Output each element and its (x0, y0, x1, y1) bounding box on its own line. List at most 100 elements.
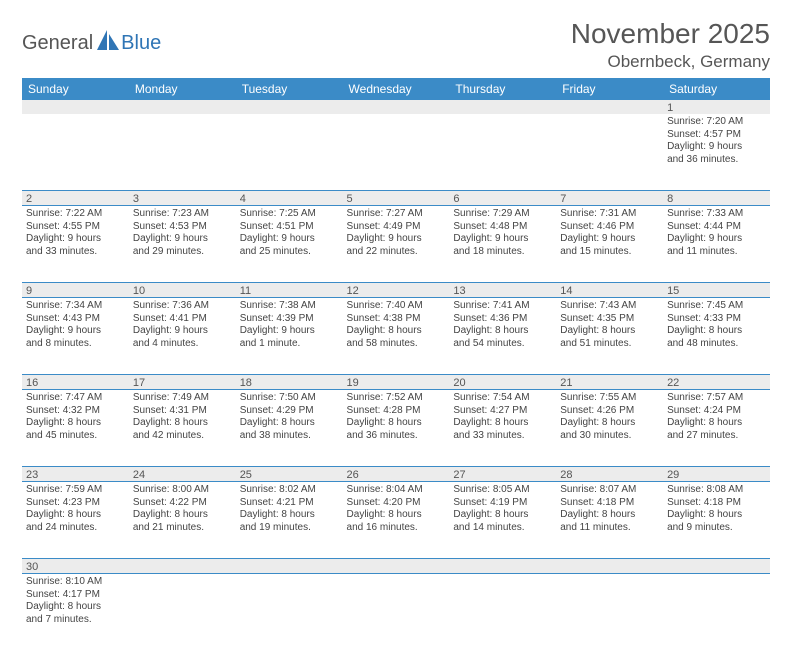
logo: General Blue (22, 28, 161, 58)
day-cell: Sunrise: 7:34 AMSunset: 4:43 PMDaylight:… (22, 298, 129, 375)
sunrise-text: Sunrise: 7:38 AM (240, 300, 339, 313)
day-cell: Sunrise: 7:22 AMSunset: 4:55 PMDaylight:… (22, 206, 129, 283)
sunrise-text: Sunrise: 8:08 AM (667, 484, 766, 497)
daylight-text: Daylight: 8 hours (667, 509, 766, 522)
day-cell: Sunrise: 8:00 AMSunset: 4:22 PMDaylight:… (129, 482, 236, 559)
sunset-text: Sunset: 4:46 PM (560, 221, 659, 234)
day-cell: Sunrise: 7:41 AMSunset: 4:36 PMDaylight:… (449, 298, 556, 375)
day-number (449, 559, 556, 574)
daylight-text: Daylight: 9 hours (560, 233, 659, 246)
daylight-text: and 48 minutes. (667, 338, 766, 351)
day-number: 9 (22, 283, 129, 298)
sunset-text: Sunset: 4:39 PM (240, 313, 339, 326)
sunset-text: Sunset: 4:26 PM (560, 405, 659, 418)
day-cell: Sunrise: 7:54 AMSunset: 4:27 PMDaylight:… (449, 390, 556, 467)
sunrise-text: Sunrise: 7:54 AM (453, 392, 552, 405)
daylight-text: Daylight: 9 hours (26, 233, 125, 246)
daylight-text: Daylight: 8 hours (453, 417, 552, 430)
weekday-header-row: SundayMondayTuesdayWednesdayThursdayFrid… (22, 78, 770, 100)
daylight-text: Daylight: 9 hours (240, 233, 339, 246)
sunset-text: Sunset: 4:32 PM (26, 405, 125, 418)
sunrise-text: Sunrise: 7:34 AM (26, 300, 125, 313)
weekday-header: Wednesday (343, 78, 450, 100)
sunrise-text: Sunrise: 7:36 AM (133, 300, 232, 313)
calendar-table: SundayMondayTuesdayWednesdayThursdayFrid… (22, 78, 770, 650)
sunrise-text: Sunrise: 8:05 AM (453, 484, 552, 497)
day-number (556, 559, 663, 574)
daylight-text: Daylight: 8 hours (667, 417, 766, 430)
daylight-text: and 36 minutes. (667, 154, 766, 167)
sunset-text: Sunset: 4:24 PM (667, 405, 766, 418)
daylight-text: and 11 minutes. (667, 246, 766, 259)
day-number (129, 559, 236, 574)
day-number: 8 (663, 191, 770, 206)
sunrise-text: Sunrise: 8:00 AM (133, 484, 232, 497)
daylight-text: Daylight: 8 hours (453, 325, 552, 338)
sunset-text: Sunset: 4:20 PM (347, 497, 446, 510)
info-row: Sunrise: 7:34 AMSunset: 4:43 PM Daylight:… (22, 298, 770, 375)
daylight-text: Daylight: 9 hours (667, 141, 766, 154)
daylight-text: and 30 minutes. (560, 430, 659, 443)
day-cell: Sunrise: 8:07 AMSunset: 4:18 PMDaylight:… (556, 482, 663, 559)
daylight-text: Daylight: 8 hours (560, 509, 659, 522)
day-number (556, 100, 663, 114)
day-cell (22, 114, 129, 191)
daylight-text: and 18 minutes. (453, 246, 552, 259)
day-cell: Sunrise: 7:31 AMSunset: 4:46 PMDaylight:… (556, 206, 663, 283)
sunset-text: Sunset: 4:23 PM (26, 497, 125, 510)
day-cell: Sunrise: 7:45 AMSunset: 4:33 PMDaylight:… (663, 298, 770, 375)
sunset-text: Sunset: 4:57 PM (667, 129, 766, 142)
weekday-header: Monday (129, 78, 236, 100)
sunset-text: Sunset: 4:18 PM (667, 497, 766, 510)
day-cell (236, 114, 343, 191)
day-number (663, 559, 770, 574)
daylight-text: Daylight: 9 hours (133, 325, 232, 338)
sail-icon (93, 28, 121, 58)
sunset-text: Sunset: 4:19 PM (453, 497, 552, 510)
day-number: 13 (449, 283, 556, 298)
daylight-text: Daylight: 8 hours (240, 417, 339, 430)
sunset-text: Sunset: 4:43 PM (26, 313, 125, 326)
daylight-text: Daylight: 9 hours (133, 233, 232, 246)
day-number: 12 (343, 283, 450, 298)
sunrise-text: Sunrise: 7:22 AM (26, 208, 125, 221)
day-cell (343, 114, 450, 191)
sunrise-text: Sunrise: 7:41 AM (453, 300, 552, 313)
sunrise-text: Sunrise: 7:52 AM (347, 392, 446, 405)
sunrise-text: Sunrise: 7:59 AM (26, 484, 125, 497)
day-number (236, 559, 343, 574)
sunrise-text: Sunrise: 7:27 AM (347, 208, 446, 221)
day-number: 16 (22, 375, 129, 390)
logo-word1: General (22, 32, 93, 55)
day-number (129, 100, 236, 114)
daylight-text: Daylight: 8 hours (26, 417, 125, 430)
info-row: Sunrise: 7:20 AMSunset: 4:57 PMDaylight:… (22, 114, 770, 191)
day-number: 25 (236, 467, 343, 482)
header: General Blue November 2025 Obernbeck, Ge… (22, 18, 770, 72)
day-number: 4 (236, 191, 343, 206)
daylight-text: and 22 minutes. (347, 246, 446, 259)
daylight-text: Daylight: 8 hours (133, 417, 232, 430)
day-cell: Sunrise: 7:49 AMSunset: 4:31 PMDaylight:… (129, 390, 236, 467)
daylight-text: Daylight: 8 hours (560, 417, 659, 430)
sunrise-text: Sunrise: 7:49 AM (133, 392, 232, 405)
daylight-text: and 15 minutes. (560, 246, 659, 259)
daylight-text: Daylight: 8 hours (667, 325, 766, 338)
day-cell: Sunrise: 8:08 AMSunset: 4:18 PMDaylight:… (663, 482, 770, 559)
sunset-text: Sunset: 4:29 PM (240, 405, 339, 418)
title-block: November 2025 Obernbeck, Germany (571, 18, 770, 72)
day-cell: Sunrise: 8:04 AMSunset: 4:20 PMDaylight:… (343, 482, 450, 559)
sunset-text: Sunset: 4:18 PM (560, 497, 659, 510)
daynum-row: 16171819202122 (22, 375, 770, 390)
daylight-text: and 42 minutes. (133, 430, 232, 443)
daylight-text: and 4 minutes. (133, 338, 232, 351)
daylight-text: and 38 minutes. (240, 430, 339, 443)
day-number: 27 (449, 467, 556, 482)
sunset-text: Sunset: 4:51 PM (240, 221, 339, 234)
sunrise-text: Sunrise: 8:10 AM (26, 576, 125, 589)
day-number: 20 (449, 375, 556, 390)
sunrise-text: Sunrise: 8:07 AM (560, 484, 659, 497)
daylight-text: and 9 minutes. (667, 522, 766, 535)
daylight-text: and 33 minutes. (453, 430, 552, 443)
sunset-text: Sunset: 4:27 PM (453, 405, 552, 418)
